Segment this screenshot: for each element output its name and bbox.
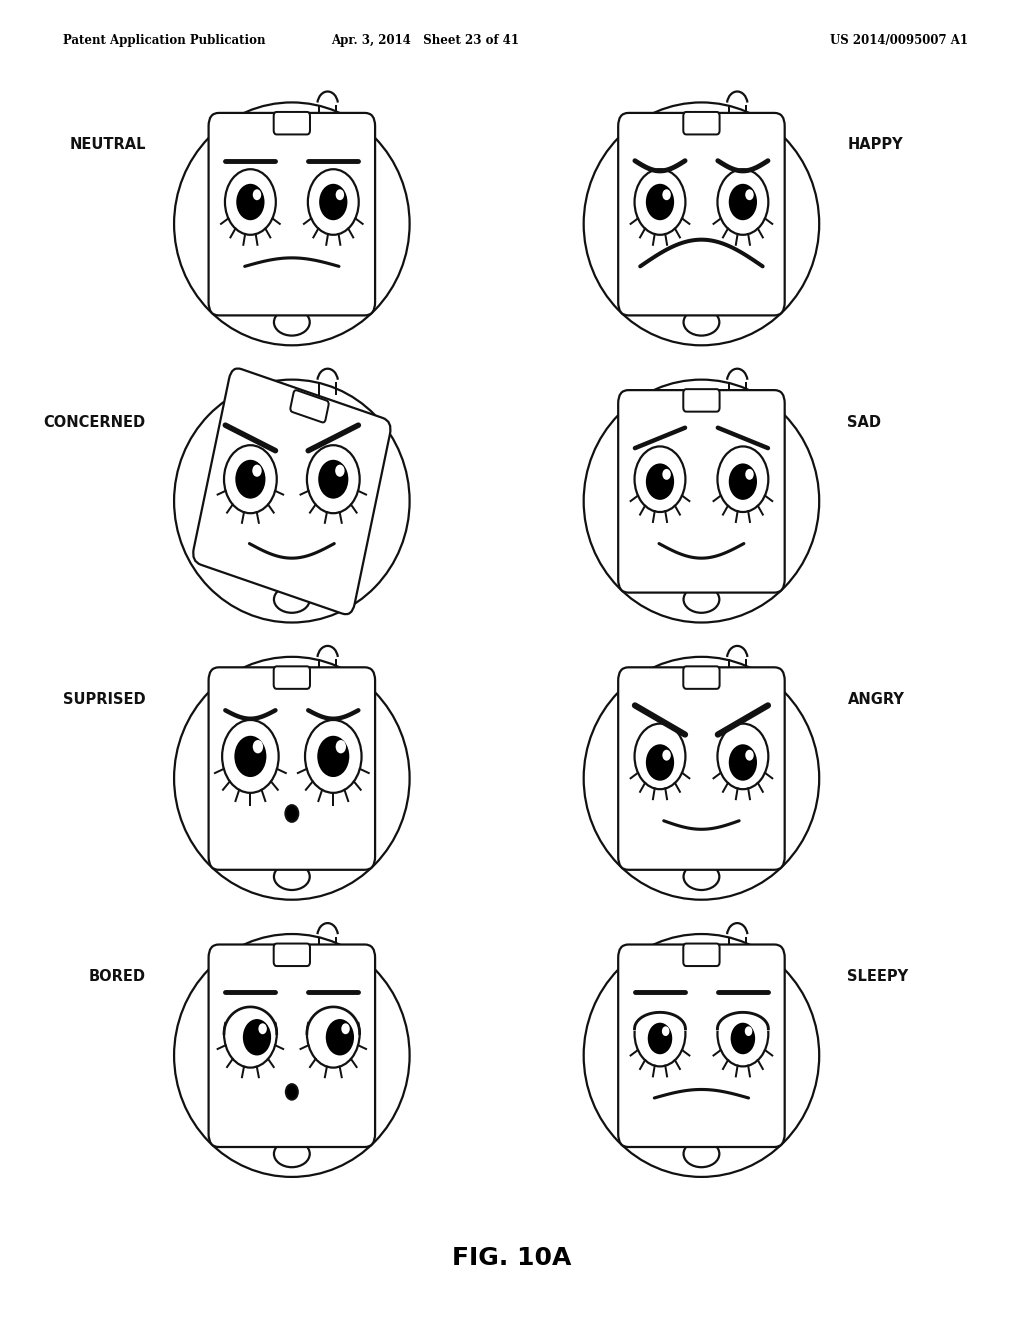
Circle shape: [224, 445, 276, 513]
Ellipse shape: [174, 380, 410, 623]
Ellipse shape: [684, 863, 719, 890]
Text: BORED: BORED: [89, 969, 145, 983]
FancyBboxPatch shape: [618, 668, 784, 870]
Circle shape: [258, 1023, 267, 1035]
FancyBboxPatch shape: [683, 112, 720, 135]
FancyBboxPatch shape: [683, 667, 720, 689]
Circle shape: [222, 719, 279, 793]
FancyBboxPatch shape: [683, 944, 720, 966]
Ellipse shape: [174, 935, 410, 1177]
Circle shape: [252, 465, 262, 477]
Text: SUPRISED: SUPRISED: [63, 692, 145, 706]
Circle shape: [663, 750, 671, 760]
Text: Patent Application Publication: Patent Application Publication: [63, 34, 266, 48]
Circle shape: [718, 169, 768, 235]
Text: CONCERNED: CONCERNED: [44, 414, 145, 429]
Circle shape: [731, 1023, 755, 1055]
Text: Apr. 3, 2014   Sheet 23 of 41: Apr. 3, 2014 Sheet 23 of 41: [331, 34, 519, 48]
Wedge shape: [224, 997, 276, 1034]
Circle shape: [648, 1023, 672, 1055]
Circle shape: [729, 744, 757, 780]
Circle shape: [341, 1023, 350, 1035]
Circle shape: [335, 465, 345, 477]
Ellipse shape: [584, 935, 819, 1177]
Text: NEUTRAL: NEUTRAL: [70, 137, 145, 152]
FancyBboxPatch shape: [194, 368, 390, 614]
Ellipse shape: [274, 586, 309, 612]
FancyBboxPatch shape: [618, 114, 784, 315]
FancyBboxPatch shape: [618, 391, 784, 593]
Circle shape: [718, 1001, 768, 1067]
Circle shape: [317, 735, 349, 777]
Circle shape: [663, 189, 671, 201]
Circle shape: [308, 169, 358, 235]
FancyBboxPatch shape: [273, 667, 310, 689]
Circle shape: [635, 1001, 685, 1067]
Circle shape: [326, 1019, 354, 1056]
FancyBboxPatch shape: [273, 944, 310, 966]
FancyBboxPatch shape: [291, 391, 329, 422]
Ellipse shape: [584, 657, 819, 900]
Circle shape: [745, 750, 754, 760]
Circle shape: [646, 183, 674, 220]
Circle shape: [635, 723, 685, 789]
FancyBboxPatch shape: [209, 668, 375, 870]
Circle shape: [319, 183, 347, 220]
Ellipse shape: [684, 1140, 719, 1167]
Ellipse shape: [584, 380, 819, 623]
Wedge shape: [716, 998, 770, 1034]
Circle shape: [635, 169, 685, 235]
Circle shape: [336, 741, 346, 754]
Circle shape: [253, 189, 261, 201]
Circle shape: [305, 719, 361, 793]
Text: SLEEPY: SLEEPY: [848, 969, 908, 983]
FancyBboxPatch shape: [683, 389, 720, 412]
Circle shape: [744, 1027, 753, 1036]
Circle shape: [307, 445, 359, 513]
Ellipse shape: [684, 309, 719, 335]
FancyBboxPatch shape: [273, 112, 310, 135]
Circle shape: [718, 446, 768, 512]
Text: US 2014/0095007 A1: US 2014/0095007 A1: [829, 34, 968, 48]
Circle shape: [286, 1084, 298, 1100]
FancyBboxPatch shape: [209, 945, 375, 1147]
Circle shape: [729, 463, 757, 500]
Ellipse shape: [584, 103, 819, 346]
Circle shape: [224, 999, 276, 1068]
Circle shape: [718, 723, 768, 789]
Circle shape: [635, 446, 685, 512]
Circle shape: [646, 463, 674, 500]
Circle shape: [253, 741, 263, 754]
Text: SAD: SAD: [848, 414, 882, 429]
Circle shape: [745, 469, 754, 479]
Circle shape: [729, 183, 757, 220]
Circle shape: [662, 1027, 670, 1036]
Circle shape: [646, 744, 674, 780]
Circle shape: [234, 735, 266, 777]
Ellipse shape: [684, 586, 719, 612]
Wedge shape: [307, 997, 359, 1034]
Ellipse shape: [274, 863, 309, 890]
Ellipse shape: [274, 309, 309, 335]
Wedge shape: [633, 998, 687, 1034]
Circle shape: [237, 183, 264, 220]
Circle shape: [286, 805, 298, 822]
Circle shape: [236, 459, 265, 499]
Circle shape: [336, 189, 344, 201]
FancyBboxPatch shape: [209, 114, 375, 315]
Ellipse shape: [174, 103, 410, 346]
Text: HAPPY: HAPPY: [848, 137, 903, 152]
Circle shape: [745, 189, 754, 201]
Ellipse shape: [174, 657, 410, 900]
Text: ANGRY: ANGRY: [848, 692, 904, 706]
FancyBboxPatch shape: [618, 945, 784, 1147]
Circle shape: [307, 999, 359, 1068]
Ellipse shape: [274, 1140, 309, 1167]
Circle shape: [318, 459, 348, 499]
Circle shape: [243, 1019, 271, 1056]
Text: FIG. 10A: FIG. 10A: [453, 1246, 571, 1270]
Circle shape: [663, 469, 671, 479]
Circle shape: [225, 169, 275, 235]
